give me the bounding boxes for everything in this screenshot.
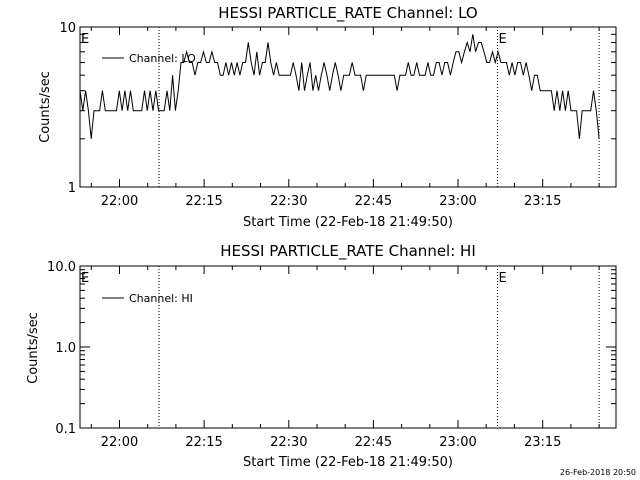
lo-x-tick-label: 23:15 xyxy=(524,194,561,209)
hi-y-tick-label: 0.1 xyxy=(55,422,76,437)
lo-y-tick-label: 10 xyxy=(59,21,76,36)
lo-legend: Channel: LO xyxy=(102,52,196,65)
lo-x-tick-label: 22:00 xyxy=(101,194,138,209)
lo-y-tick-label: 1 xyxy=(68,181,76,196)
hi-y-ticks: 0.1 1.0 10.0 xyxy=(47,260,616,437)
lo-event-label: E xyxy=(499,32,507,47)
lo-y-ticks: 1 10 xyxy=(59,21,616,196)
hi-x-tick-label: 23:00 xyxy=(439,435,476,450)
hi-x-tick-label: 22:00 xyxy=(101,435,138,450)
hi-x-tick-label: 23:15 xyxy=(524,435,561,450)
hi-legend-label: Channel: HI xyxy=(129,292,193,305)
lo-series-line xyxy=(79,34,600,139)
lo-series xyxy=(79,34,600,139)
hi-legend: Channel: HI xyxy=(102,292,193,305)
hi-x-axis-label: Start Time (22-Feb-18 21:49:50) xyxy=(243,455,453,470)
lo-plot-frame xyxy=(79,26,617,188)
lo-x-ticks: 22:00 22:15 22:30 22:45 23:00 23:15 xyxy=(90,27,600,209)
lo-x-tick-label: 22:45 xyxy=(355,194,392,209)
hi-plot-frame xyxy=(79,265,617,429)
lo-x-tick-label: 22:15 xyxy=(185,194,222,209)
hi-channel-panel: HESSI PARTICLE_RATE Channel: HI 22:00 22:… xyxy=(26,242,617,470)
hi-event-label: E xyxy=(81,271,89,286)
lo-x-axis-label: Start Time (22-Feb-18 21:49:50) xyxy=(243,215,453,230)
hi-x-tick-label: 22:15 xyxy=(185,435,222,450)
hi-x-tick-label: 22:30 xyxy=(270,435,307,450)
hi-y-axis-label: Counts/sec xyxy=(26,312,41,384)
lo-event-label: E xyxy=(81,32,89,47)
hi-event-label: E xyxy=(499,271,507,286)
lo-x-tick-label: 23:00 xyxy=(439,194,476,209)
hi-event-markers xyxy=(158,266,600,428)
hi-chart-title: HESSI PARTICLE_RATE Channel: HI xyxy=(220,242,476,261)
lo-y-axis-label: Counts/sec xyxy=(38,71,53,143)
hi-x-ticks: 22:00 22:15 22:30 22:45 23:00 23:15 xyxy=(90,266,600,450)
lo-channel-panel: HESSI PARTICLE_RATE Channel: LO 22:00 22:… xyxy=(38,4,617,230)
lo-chart-title: HESSI PARTICLE_RATE Channel: LO xyxy=(218,4,477,23)
hi-y-tick-label: 1.0 xyxy=(55,341,76,356)
lo-x-tick-label: 22:30 xyxy=(270,194,307,209)
lo-legend-label: Channel: LO xyxy=(129,52,196,65)
hi-y-tick-label: 10.0 xyxy=(47,260,76,275)
footer-timestamp: 26-Feb-2018 20:50 xyxy=(560,468,636,477)
hi-x-tick-label: 22:45 xyxy=(355,435,392,450)
lo-event-markers xyxy=(158,27,600,187)
